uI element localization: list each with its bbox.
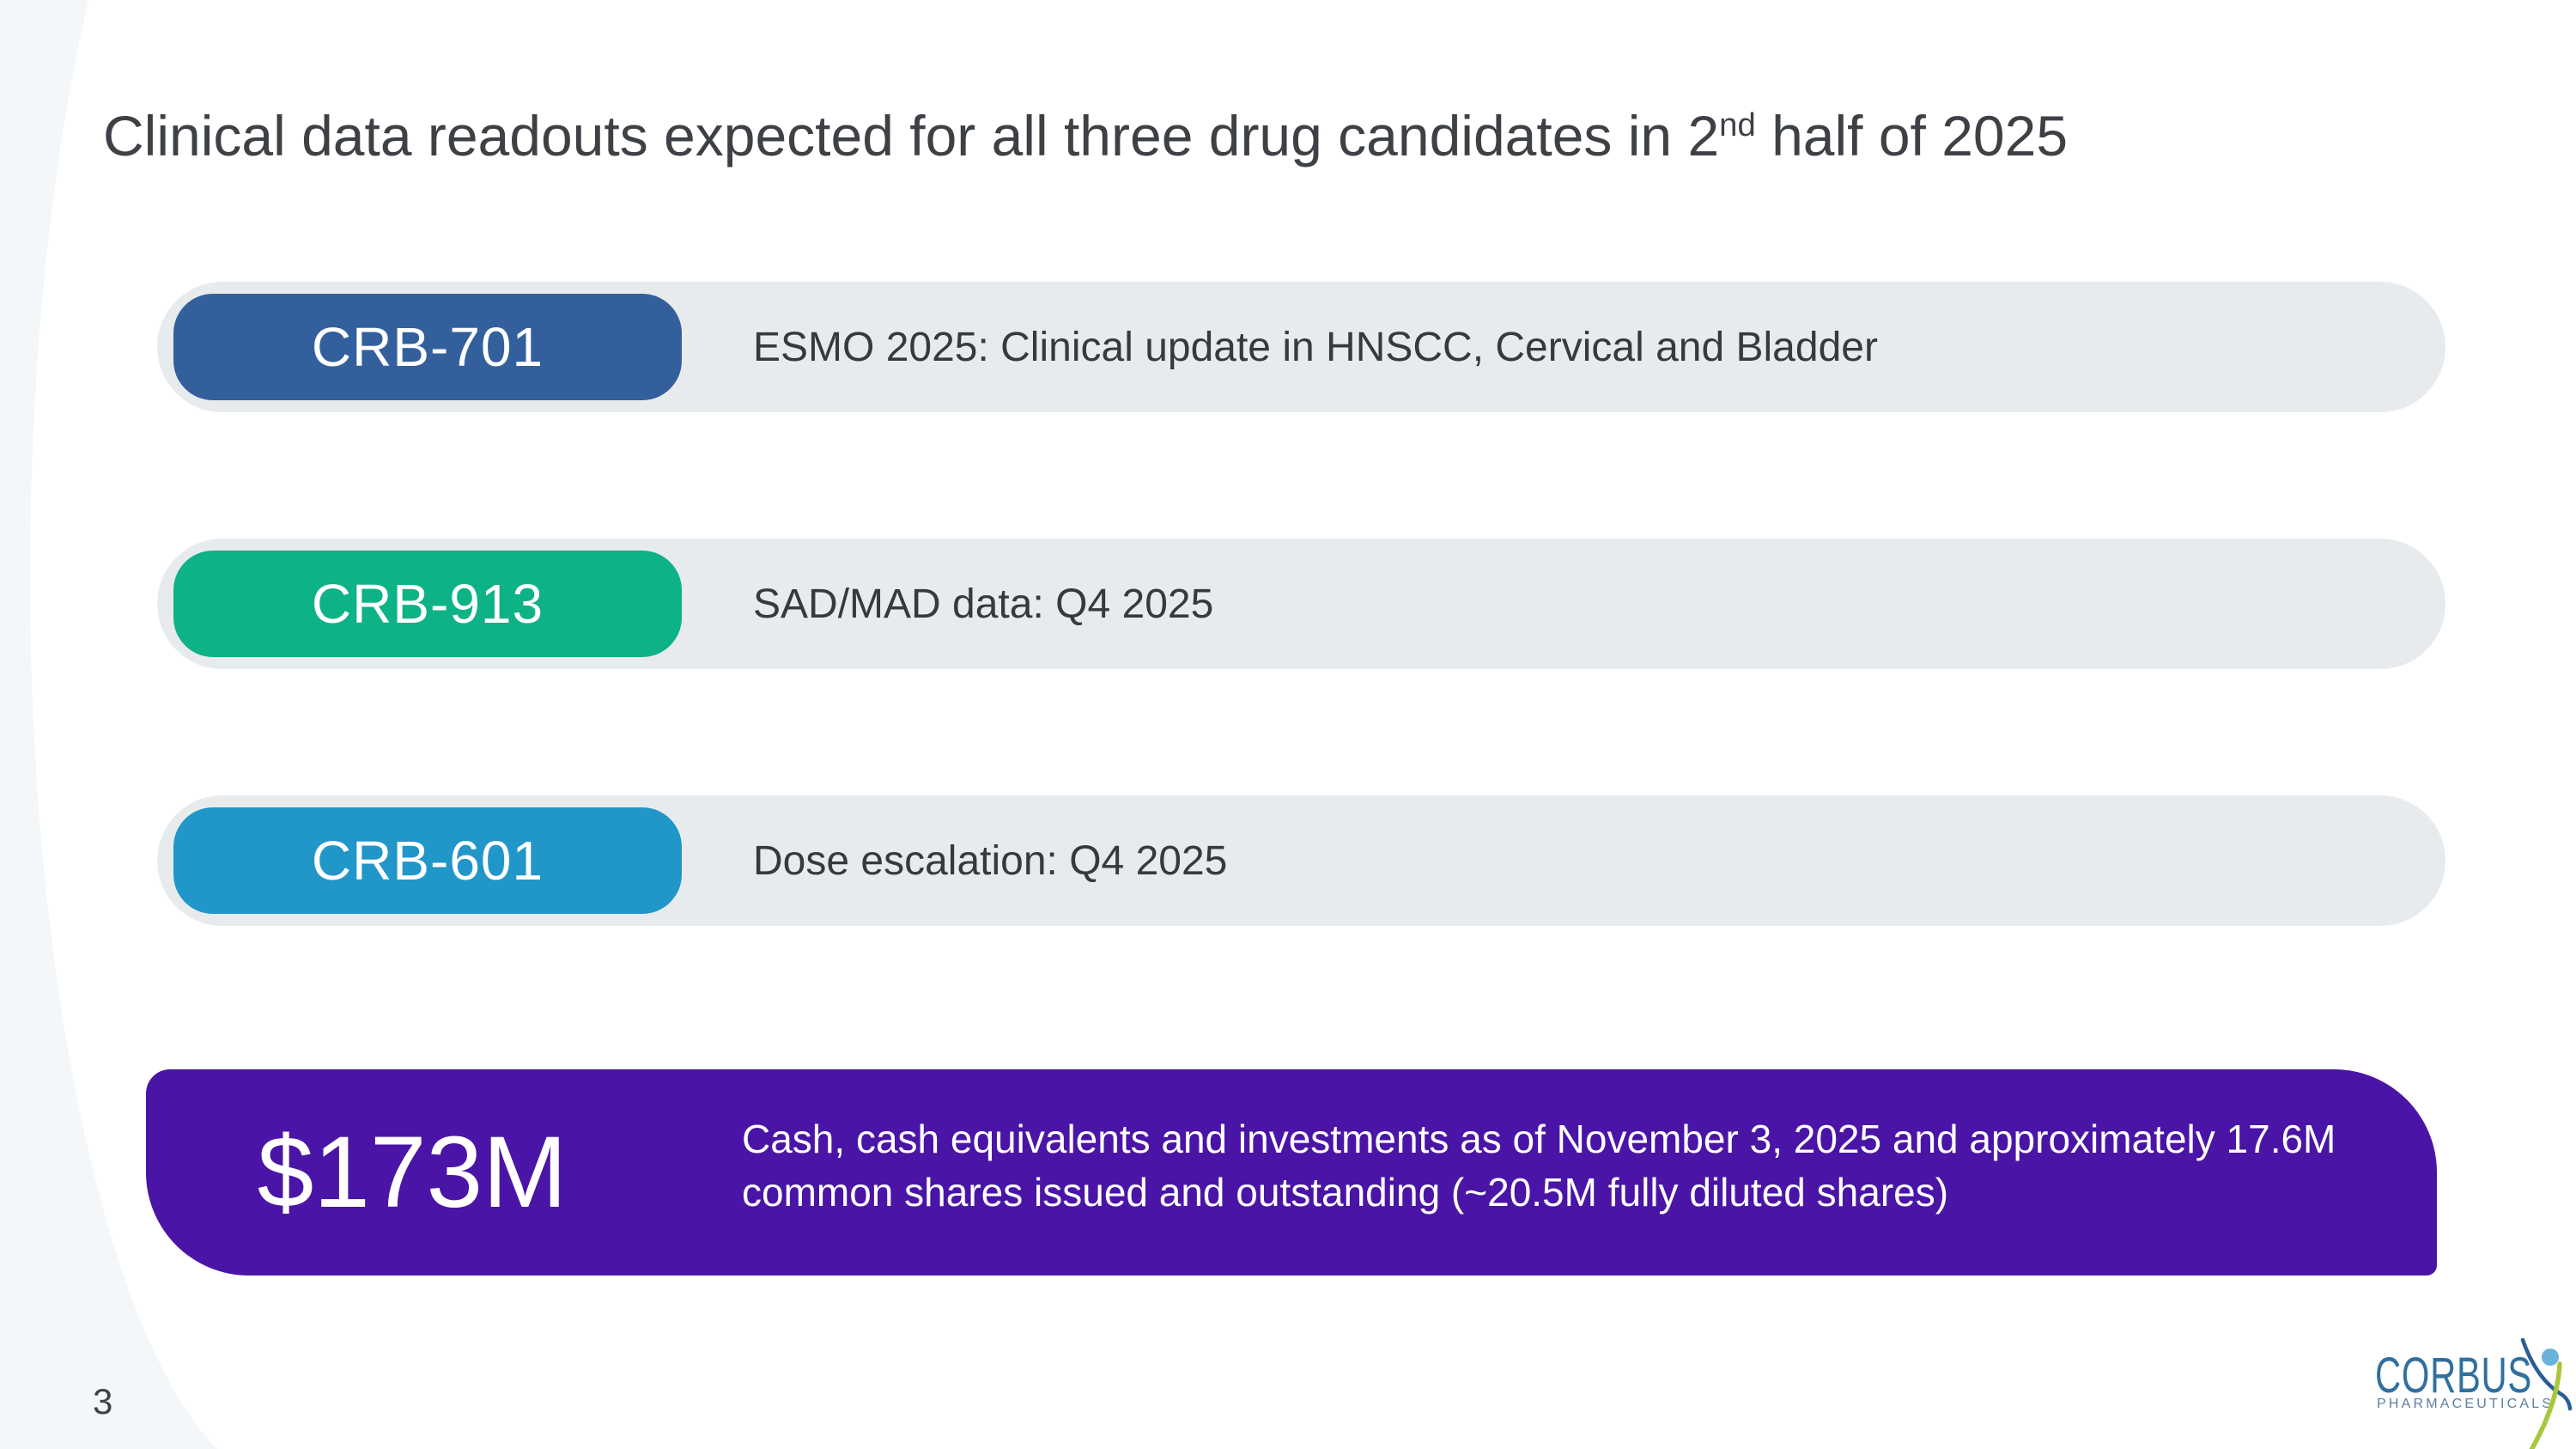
slide-title-text-end: half of 2025	[1755, 104, 2069, 167]
row-description: ESMO 2025: Clinical update in HNSCC, Cer…	[753, 282, 1878, 412]
pill-crb-913: CRB-913	[173, 551, 682, 657]
slide-title-superscript: nd	[1719, 107, 1756, 143]
pill-crb-601: CRB-601	[173, 807, 682, 914]
corbus-logo-tagline: PHARMACEUTICALS	[2377, 1397, 2555, 1411]
row-description: Dose escalation: Q4 2025	[753, 795, 1227, 926]
cash-description: Cash, cash equivalents and investments a…	[742, 1112, 2336, 1219]
row-description-text: Dose escalation: Q4 2025	[753, 837, 1228, 884]
pill-crb-701: CRB-701	[173, 294, 682, 400]
pipeline-row-crb-701: CRB-701 ESMO 2025: Clinical update in HN…	[157, 282, 2445, 412]
cash-highlight: $173M Cash, cash equivalents and investm…	[146, 1069, 2437, 1275]
pipeline-row-crb-913: CRB-913 SAD/MAD data: Q4 2025	[157, 539, 2445, 669]
row-description-text: ESMO 2025: Clinical update in HNSCC, Cer…	[753, 324, 1878, 370]
pipeline-row-crb-601: CRB-601 Dose escalation: Q4 2025	[157, 795, 2445, 926]
page-number: 3	[93, 1381, 113, 1422]
corbus-logo: CORBUS PHARMACEUTICALS	[2375, 1338, 2573, 1449]
corbus-logo-brand: CORBUS	[2375, 1348, 2532, 1403]
pill-crb-601-label: CRB-601	[311, 830, 544, 892]
pill-crb-701-label: CRB-701	[311, 316, 544, 378]
row-description: SAD/MAD data: Q4 2025	[753, 539, 1213, 669]
cash-description-line-1: Cash, cash equivalents and investments a…	[742, 1117, 2336, 1161]
slide-title: Clinical data readouts expected for all …	[103, 104, 2069, 168]
cash-description-line-2: common shares issued and outstanding (~2…	[742, 1170, 1949, 1215]
row-description-text: SAD/MAD data: Q4 2025	[753, 581, 1214, 627]
slide-title-text: Clinical data readouts expected for all …	[103, 104, 1720, 167]
corbus-figure-icon	[2520, 1338, 2573, 1449]
pill-crb-913-label: CRB-913	[311, 573, 544, 635]
cash-value: $173M	[257, 1116, 568, 1229]
